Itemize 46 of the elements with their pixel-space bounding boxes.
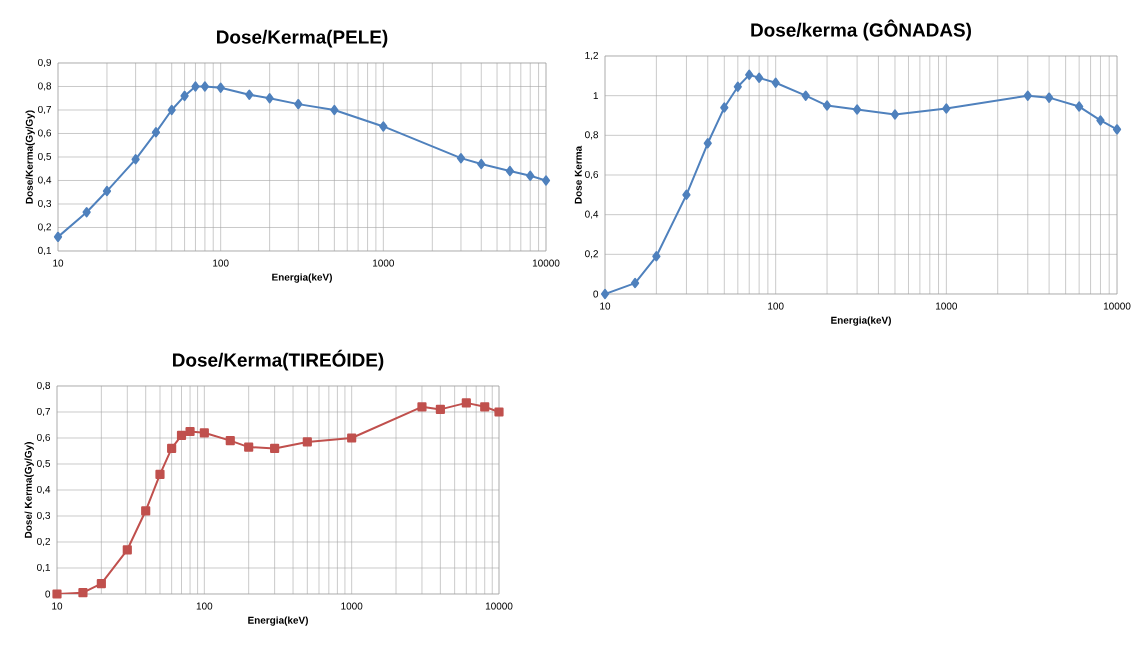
x-tick-label: 10000	[1103, 302, 1131, 310]
x-tick-label: 1000	[373, 259, 395, 267]
x-axis-title: Energia(keV)	[248, 616, 308, 626]
y-tick-label: 0,7	[37, 407, 50, 417]
x-tick-label: 1000	[936, 302, 958, 310]
chart-title: Dose/Kerma(TIREÓIDE)	[173, 349, 384, 371]
y-tick-label: 0,2	[585, 250, 598, 259]
x-axis-title: Energia(keV)	[272, 273, 332, 283]
x-tick-label: 10	[53, 259, 64, 267]
y-tick-label: 0	[593, 290, 599, 298]
chart-title: Dose/Kerma(PELE)	[217, 29, 388, 48]
y-axis-title: Dose/ Kerma(Gy/Gy)	[24, 442, 34, 538]
y-tick-label: 0,2	[37, 537, 50, 547]
y-tick-label: 0,8	[38, 82, 52, 91]
y-tick-label: 0,6	[585, 170, 599, 180]
chart-title: Dose/kerma (GÔNADAS)	[751, 19, 971, 41]
x-tick-label: 10	[52, 602, 63, 610]
x-tick-label: 100	[196, 602, 213, 610]
y-tick-label: 0,6	[37, 433, 51, 443]
y-axis-title: Dose/Kerma(Gy/Gy)	[25, 110, 35, 204]
x-tick-label: 100	[213, 259, 229, 267]
y-tick-label: 0,1	[38, 246, 51, 256]
y-tick-label: 1,2	[585, 51, 598, 61]
y-tick-label: 0,1	[37, 563, 50, 573]
y-tick-label: 0,3	[38, 199, 52, 209]
y-axis-title: Dose Kerma	[574, 145, 582, 204]
y-tick-label: 0,2	[38, 223, 51, 232]
y-tick-label: 0,5	[38, 152, 52, 162]
y-tick-label: 0	[45, 590, 51, 598]
y-tick-label: 0,8	[37, 381, 51, 391]
x-tick-label: 10	[600, 302, 611, 310]
x-tick-label: 10000	[485, 602, 513, 610]
y-tick-label: 1	[593, 92, 599, 100]
y-tick-label: 0,3	[37, 511, 51, 521]
x-tick-label: 100	[768, 302, 784, 310]
y-tick-label: 0,9	[38, 58, 52, 68]
y-tick-label: 0,7	[38, 105, 51, 115]
x-tick-label: 10000	[532, 259, 560, 267]
x-axis-title: Energia(keV)	[831, 316, 891, 326]
y-tick-label: 0,4	[37, 485, 51, 495]
y-tick-label: 0,8	[585, 131, 599, 140]
y-tick-label: 0,5	[37, 459, 51, 469]
x-tick-label: 1000	[341, 602, 363, 610]
y-tick-label: 0,4	[38, 176, 52, 185]
y-tick-label: 0,6	[38, 129, 52, 138]
y-tick-label: 0,4	[585, 210, 599, 219]
